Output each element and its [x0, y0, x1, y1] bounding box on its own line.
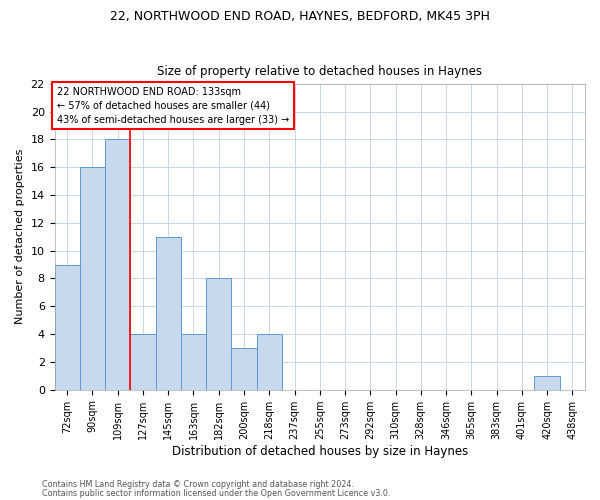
- Bar: [181, 334, 206, 390]
- Y-axis label: Number of detached properties: Number of detached properties: [15, 149, 25, 324]
- Bar: [105, 140, 130, 390]
- Bar: [206, 278, 232, 390]
- Bar: [535, 376, 560, 390]
- Bar: [130, 334, 155, 390]
- Text: 22 NORTHWOOD END ROAD: 133sqm
← 57% of detached houses are smaller (44)
43% of s: 22 NORTHWOOD END ROAD: 133sqm ← 57% of d…: [57, 86, 289, 124]
- Bar: [155, 237, 181, 390]
- Bar: [257, 334, 282, 390]
- Title: Size of property relative to detached houses in Haynes: Size of property relative to detached ho…: [157, 66, 482, 78]
- Text: Contains HM Land Registry data © Crown copyright and database right 2024.: Contains HM Land Registry data © Crown c…: [42, 480, 354, 489]
- X-axis label: Distribution of detached houses by size in Haynes: Distribution of detached houses by size …: [172, 444, 468, 458]
- Text: Contains public sector information licensed under the Open Government Licence v3: Contains public sector information licen…: [42, 488, 391, 498]
- Text: 22, NORTHWOOD END ROAD, HAYNES, BEDFORD, MK45 3PH: 22, NORTHWOOD END ROAD, HAYNES, BEDFORD,…: [110, 10, 490, 23]
- Bar: [55, 264, 80, 390]
- Bar: [232, 348, 257, 390]
- Bar: [80, 168, 105, 390]
